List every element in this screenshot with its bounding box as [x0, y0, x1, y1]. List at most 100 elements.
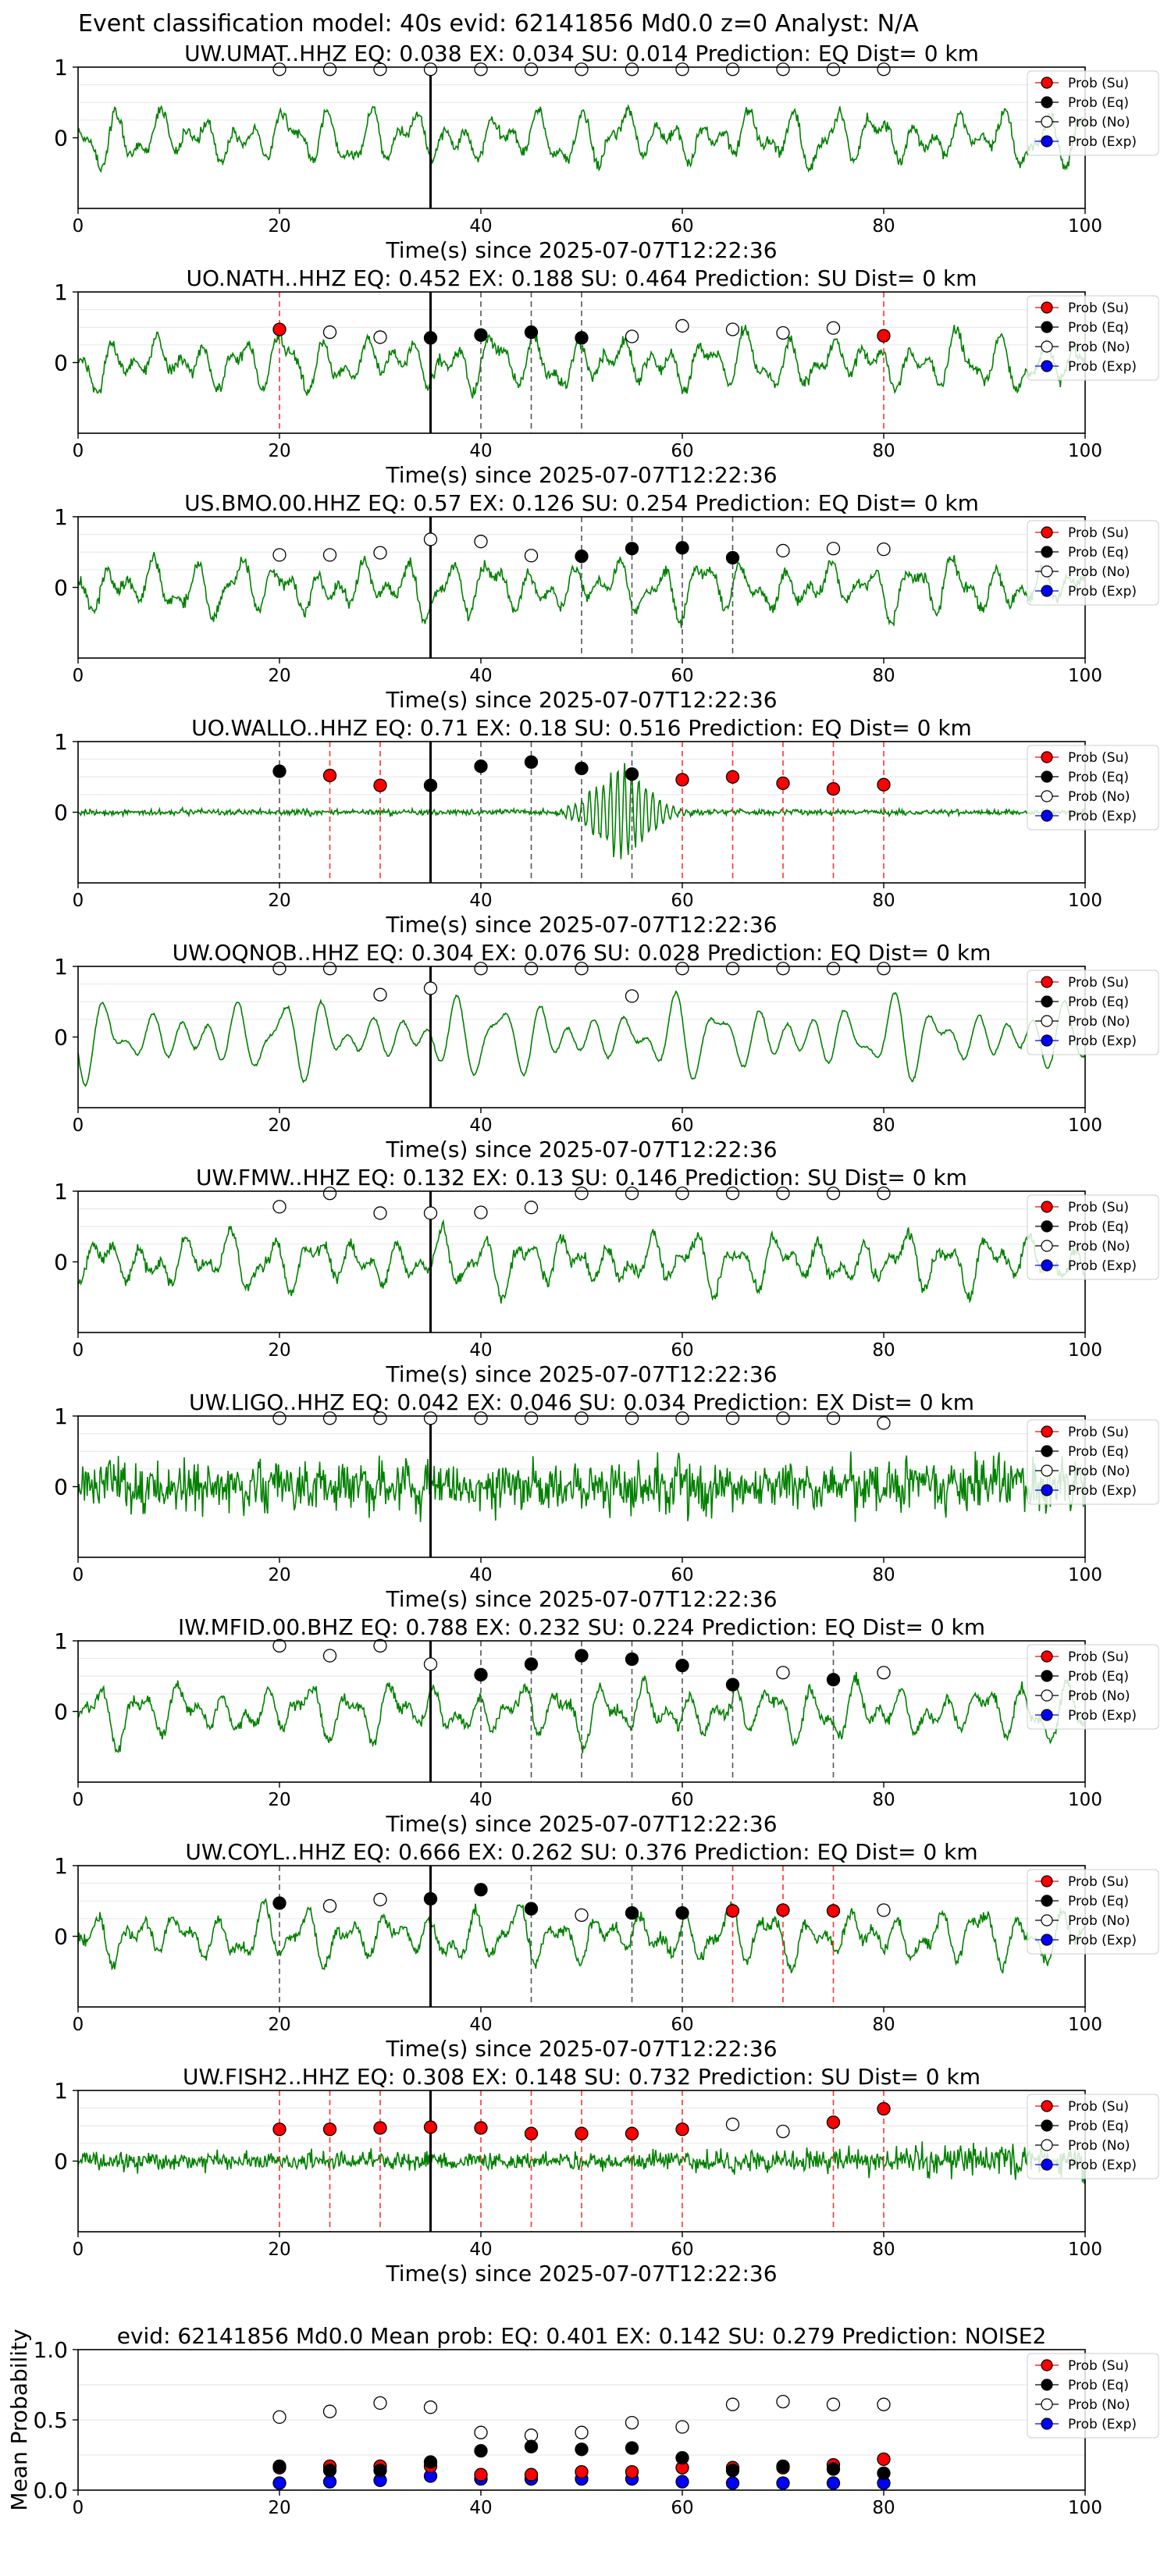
y-tick-label: 0 — [54, 1250, 68, 1276]
prob-no-marker — [575, 62, 589, 76]
prob-su-marker — [272, 2122, 287, 2137]
y-tick-label: 1 — [54, 1628, 68, 1654]
x-tick-label: 100 — [1068, 1340, 1102, 1361]
waveform-trace — [77, 1451, 1086, 1522]
prob-eq-marker — [675, 1659, 689, 1673]
prob-eq-marker — [373, 2464, 387, 2478]
prob-exp-marker — [826, 2476, 841, 2490]
x-tick-label: 20 — [268, 666, 290, 686]
legend-label-su: Prob (Su) — [1068, 750, 1129, 766]
prob-eq-marker — [675, 541, 689, 555]
x-tick-label: 0 — [73, 2498, 84, 2518]
legend: Prob (Su) Prob (Eq) Prob (No) Prob (Exp) — [1027, 1194, 1159, 1280]
x-tick-label: 20 — [268, 441, 290, 461]
prob-no-marker — [322, 548, 337, 562]
x-tick-label: 0 — [73, 441, 84, 461]
x-tick-label: 80 — [872, 666, 895, 686]
legend-marker-eq — [1041, 2119, 1053, 2132]
legend-marker-no — [1041, 1240, 1053, 1252]
legend-box — [1027, 2353, 1159, 2439]
x-tick-label: 40 — [469, 441, 492, 461]
prob-eq-marker — [524, 325, 539, 340]
x-tick-label: 80 — [872, 2498, 895, 2518]
figure-suptitle: Event classification model: 40s evid: 62… — [78, 10, 919, 37]
legend-marker-su — [1041, 1875, 1053, 1888]
prob-no-marker — [575, 1908, 589, 1923]
legend-label-su: Prob (Su) — [1068, 1874, 1129, 1890]
prob-eq-marker — [675, 1905, 689, 1920]
prob-no-marker — [725, 62, 740, 76]
prob-no-marker — [826, 962, 841, 976]
legend-box — [1027, 520, 1159, 606]
prob-exp-marker — [272, 2476, 287, 2490]
prob-no-marker — [725, 2117, 740, 2132]
prob-no-marker — [322, 2404, 337, 2418]
prob-no-marker — [373, 1892, 387, 1907]
prob-eq-marker — [625, 767, 639, 781]
prob-eq-marker — [272, 764, 287, 778]
legend-label-exp: Prob (Exp) — [1068, 2417, 1137, 2432]
legend-box — [1027, 1419, 1159, 1505]
legend-label-eq: Prob (Eq) — [1068, 545, 1129, 560]
y-tick-label: 1 — [54, 1404, 68, 1429]
legend-marker-eq — [1041, 770, 1053, 783]
prob-eq-marker — [524, 1902, 539, 1916]
prob-su-marker — [373, 2121, 387, 2135]
legend-label-no: Prob (No) — [1068, 115, 1130, 130]
x-tick-label: 60 — [671, 2015, 693, 2035]
prob-no-marker — [877, 1666, 891, 1680]
prob-no-marker — [322, 325, 337, 340]
prob-no-marker — [575, 2425, 589, 2439]
legend-marker-su — [1041, 526, 1053, 539]
x-tick-label: 40 — [469, 2498, 492, 2518]
prob-eq-marker — [423, 2455, 438, 2469]
prob-no-marker — [625, 2415, 639, 2430]
legend-label-no: Prob (No) — [1068, 1014, 1130, 1030]
prob-eq-marker — [625, 2441, 639, 2455]
legend-marker-su — [1041, 976, 1053, 988]
legend-marker-eq — [1041, 96, 1053, 109]
legend-marker-no — [1041, 1464, 1053, 1477]
panel-7: UW.LIGO..HHZ EQ: 0.042 EX: 0.046 SU: 0.0… — [54, 1389, 1159, 1612]
legend-label-su: Prob (Su) — [1068, 76, 1129, 91]
prob-no-marker — [575, 962, 589, 976]
panel-11: evid: 62141856 Md0.0 Mean prob: EQ: 0.40… — [6, 2323, 1159, 2518]
legend-label-eq: Prob (Eq) — [1068, 1894, 1129, 1909]
axes-frame — [77, 1865, 1086, 2008]
panel-title: US.BMO.00.HHZ EQ: 0.57 EX: 0.126 SU: 0.2… — [184, 490, 979, 516]
x-tick-label: 40 — [469, 1340, 492, 1361]
legend-marker-no — [1041, 116, 1053, 128]
prob-eq-marker — [877, 2466, 891, 2481]
y-tick-label: 1 — [54, 954, 68, 980]
prob-no-marker — [423, 1411, 438, 1425]
legend: Prob (Su) Prob (Eq) Prob (No) Prob (Exp) — [1027, 970, 1159, 1055]
x-tick-label: 100 — [1068, 1790, 1102, 1810]
prob-su-marker — [423, 2120, 438, 2134]
legend-label-exp: Prob (Exp) — [1068, 1708, 1137, 1724]
x-tick-label: 80 — [872, 1565, 895, 1585]
y-tick-label: 0 — [54, 1924, 68, 1950]
x-axis-label: Time(s) since 2025-07-07T12:22:36 — [385, 912, 777, 938]
prob-no-marker — [373, 1206, 387, 1220]
x-tick-label: 60 — [671, 441, 693, 461]
legend-label-su: Prob (Su) — [1068, 301, 1129, 316]
prob-no-marker — [675, 62, 689, 76]
x-tick-label: 20 — [268, 891, 290, 911]
legend-marker-no — [1041, 2398, 1053, 2411]
legend-label-no: Prob (No) — [1068, 1913, 1130, 1929]
x-tick-label: 60 — [671, 216, 693, 237]
legend-marker-su — [1041, 1201, 1053, 1213]
legend-marker-eq — [1041, 1220, 1053, 1233]
legend-label-eq: Prob (Eq) — [1068, 770, 1129, 785]
prob-no-marker — [322, 62, 337, 76]
legend-box — [1027, 2094, 1159, 2179]
legend-marker-eq — [1041, 2379, 1053, 2391]
legend-marker-eq — [1041, 1895, 1053, 1907]
legend: Prob (Su) Prob (Eq) Prob (No) Prob (Exp) — [1027, 70, 1159, 156]
legend-label-su: Prob (Su) — [1068, 1425, 1129, 1440]
y-tick-label: 1 — [54, 729, 68, 755]
legend-label-su: Prob (Su) — [1068, 2358, 1129, 2374]
prob-no-marker — [373, 2396, 387, 2411]
prob-no-marker — [675, 2420, 689, 2434]
prob-exp-marker — [322, 2475, 337, 2489]
